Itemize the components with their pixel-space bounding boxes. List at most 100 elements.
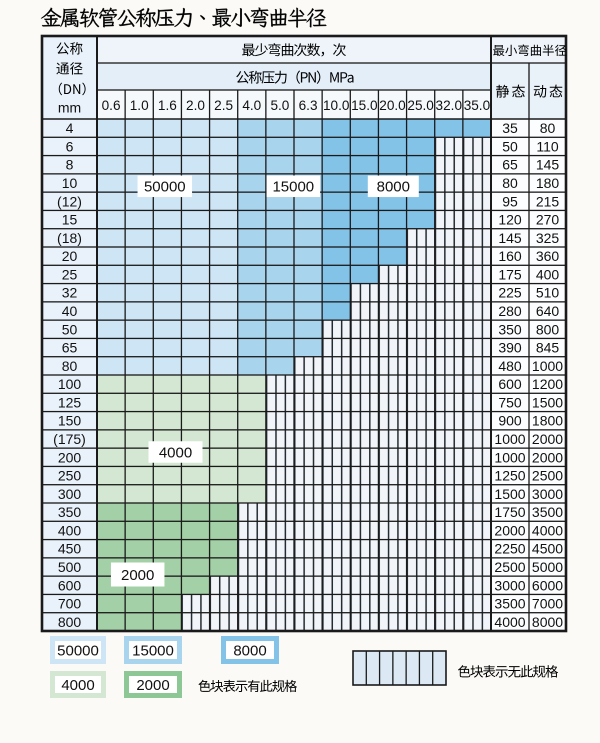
svg-text:4000: 4000 [494, 614, 525, 630]
svg-text:600: 600 [498, 376, 522, 392]
svg-text:600: 600 [58, 577, 82, 593]
svg-text:10: 10 [62, 175, 78, 191]
svg-text:50: 50 [502, 138, 518, 154]
svg-text:3500: 3500 [532, 504, 563, 520]
svg-text:15: 15 [62, 212, 78, 228]
svg-text:1000: 1000 [494, 449, 525, 465]
svg-text:640: 640 [536, 303, 560, 319]
svg-text:50000: 50000 [57, 642, 99, 659]
svg-text:150: 150 [58, 413, 82, 429]
svg-text:2000: 2000 [121, 567, 154, 584]
svg-text:10.0: 10.0 [323, 98, 350, 113]
svg-text:(18): (18) [57, 230, 82, 246]
svg-text:0.6: 0.6 [102, 98, 121, 113]
svg-text:5000: 5000 [532, 559, 563, 575]
svg-text:200: 200 [58, 449, 82, 465]
svg-text:145: 145 [536, 157, 560, 173]
svg-text:180: 180 [536, 175, 560, 191]
svg-text:145: 145 [498, 230, 522, 246]
svg-text:1250: 1250 [494, 468, 525, 484]
svg-text:80: 80 [540, 120, 556, 136]
svg-text:2.5: 2.5 [214, 98, 233, 113]
svg-text:3000: 3000 [532, 486, 563, 502]
svg-text:750: 750 [498, 394, 522, 410]
svg-text:65: 65 [502, 157, 518, 173]
svg-text:15.0: 15.0 [351, 98, 378, 113]
svg-text:(12): (12) [57, 193, 82, 209]
svg-text:80: 80 [502, 175, 518, 191]
svg-text:1.0: 1.0 [130, 98, 149, 113]
svg-text:4000: 4000 [532, 522, 563, 538]
svg-text:20: 20 [62, 248, 78, 264]
svg-text:1.6: 1.6 [158, 98, 177, 113]
svg-text:2000: 2000 [532, 449, 563, 465]
svg-text:95: 95 [502, 193, 518, 209]
svg-text:390: 390 [498, 340, 522, 356]
svg-text:4: 4 [66, 120, 74, 136]
svg-text:160: 160 [498, 248, 522, 264]
svg-text:900: 900 [498, 413, 522, 429]
svg-text:110: 110 [536, 138, 559, 154]
svg-text:400: 400 [536, 266, 560, 282]
svg-text:325: 325 [536, 230, 560, 246]
svg-text:350: 350 [498, 321, 522, 337]
svg-text:32: 32 [62, 285, 78, 301]
svg-text:1000: 1000 [494, 431, 525, 447]
svg-text:1500: 1500 [494, 486, 525, 502]
svg-text:8000: 8000 [377, 179, 410, 196]
svg-text:125: 125 [58, 394, 82, 410]
svg-text:7000: 7000 [532, 596, 563, 612]
svg-text:300: 300 [58, 486, 82, 502]
svg-text:4500: 4500 [532, 541, 563, 557]
svg-text:120: 120 [498, 212, 522, 228]
svg-text:65: 65 [62, 340, 78, 356]
svg-text:800: 800 [58, 614, 82, 630]
svg-text:2000: 2000 [532, 431, 563, 447]
svg-text:2000: 2000 [494, 522, 525, 538]
svg-text:4.0: 4.0 [242, 98, 261, 113]
svg-text:350: 350 [58, 504, 82, 520]
svg-text:360: 360 [536, 248, 560, 264]
svg-text:3000: 3000 [494, 577, 525, 593]
svg-text:6: 6 [66, 138, 74, 154]
svg-text:25: 25 [62, 266, 78, 282]
svg-text:510: 510 [536, 285, 560, 301]
svg-text:845: 845 [536, 340, 560, 356]
svg-text:15000: 15000 [132, 642, 174, 659]
svg-text:3500: 3500 [494, 596, 525, 612]
svg-text:(175): (175) [53, 431, 86, 447]
svg-text:2500: 2500 [494, 559, 525, 575]
svg-text:270: 270 [536, 212, 560, 228]
svg-text:1500: 1500 [532, 394, 563, 410]
svg-text:5.0: 5.0 [270, 98, 289, 113]
svg-text:2.0: 2.0 [186, 98, 205, 113]
svg-text:175: 175 [498, 266, 522, 282]
svg-text:20.0: 20.0 [379, 98, 406, 113]
svg-text:15000: 15000 [272, 179, 314, 196]
svg-text:1800: 1800 [532, 413, 563, 429]
svg-text:1200: 1200 [532, 376, 563, 392]
svg-text:280: 280 [498, 303, 522, 319]
svg-text:80: 80 [62, 358, 78, 374]
svg-text:450: 450 [58, 541, 82, 557]
svg-text:32.0: 32.0 [436, 98, 463, 113]
svg-text:2500: 2500 [532, 468, 563, 484]
svg-text:800: 800 [536, 321, 560, 337]
svg-text:400: 400 [58, 522, 82, 538]
svg-text:50000: 50000 [144, 179, 186, 196]
svg-text:mm: mm [58, 100, 81, 116]
svg-text:50: 50 [62, 321, 78, 337]
svg-text:35: 35 [502, 120, 518, 136]
svg-text:6.3: 6.3 [299, 98, 318, 113]
svg-text:1000: 1000 [532, 358, 563, 374]
svg-text:8000: 8000 [233, 642, 266, 659]
svg-text:35.0: 35.0 [464, 98, 491, 113]
svg-text:500: 500 [58, 559, 82, 575]
svg-text:700: 700 [58, 596, 82, 612]
svg-text:100: 100 [58, 376, 82, 392]
svg-text:215: 215 [536, 193, 560, 209]
svg-text:8: 8 [66, 157, 74, 173]
svg-text:4000: 4000 [159, 444, 192, 461]
svg-text:480: 480 [498, 358, 522, 374]
svg-text:40: 40 [62, 303, 78, 319]
